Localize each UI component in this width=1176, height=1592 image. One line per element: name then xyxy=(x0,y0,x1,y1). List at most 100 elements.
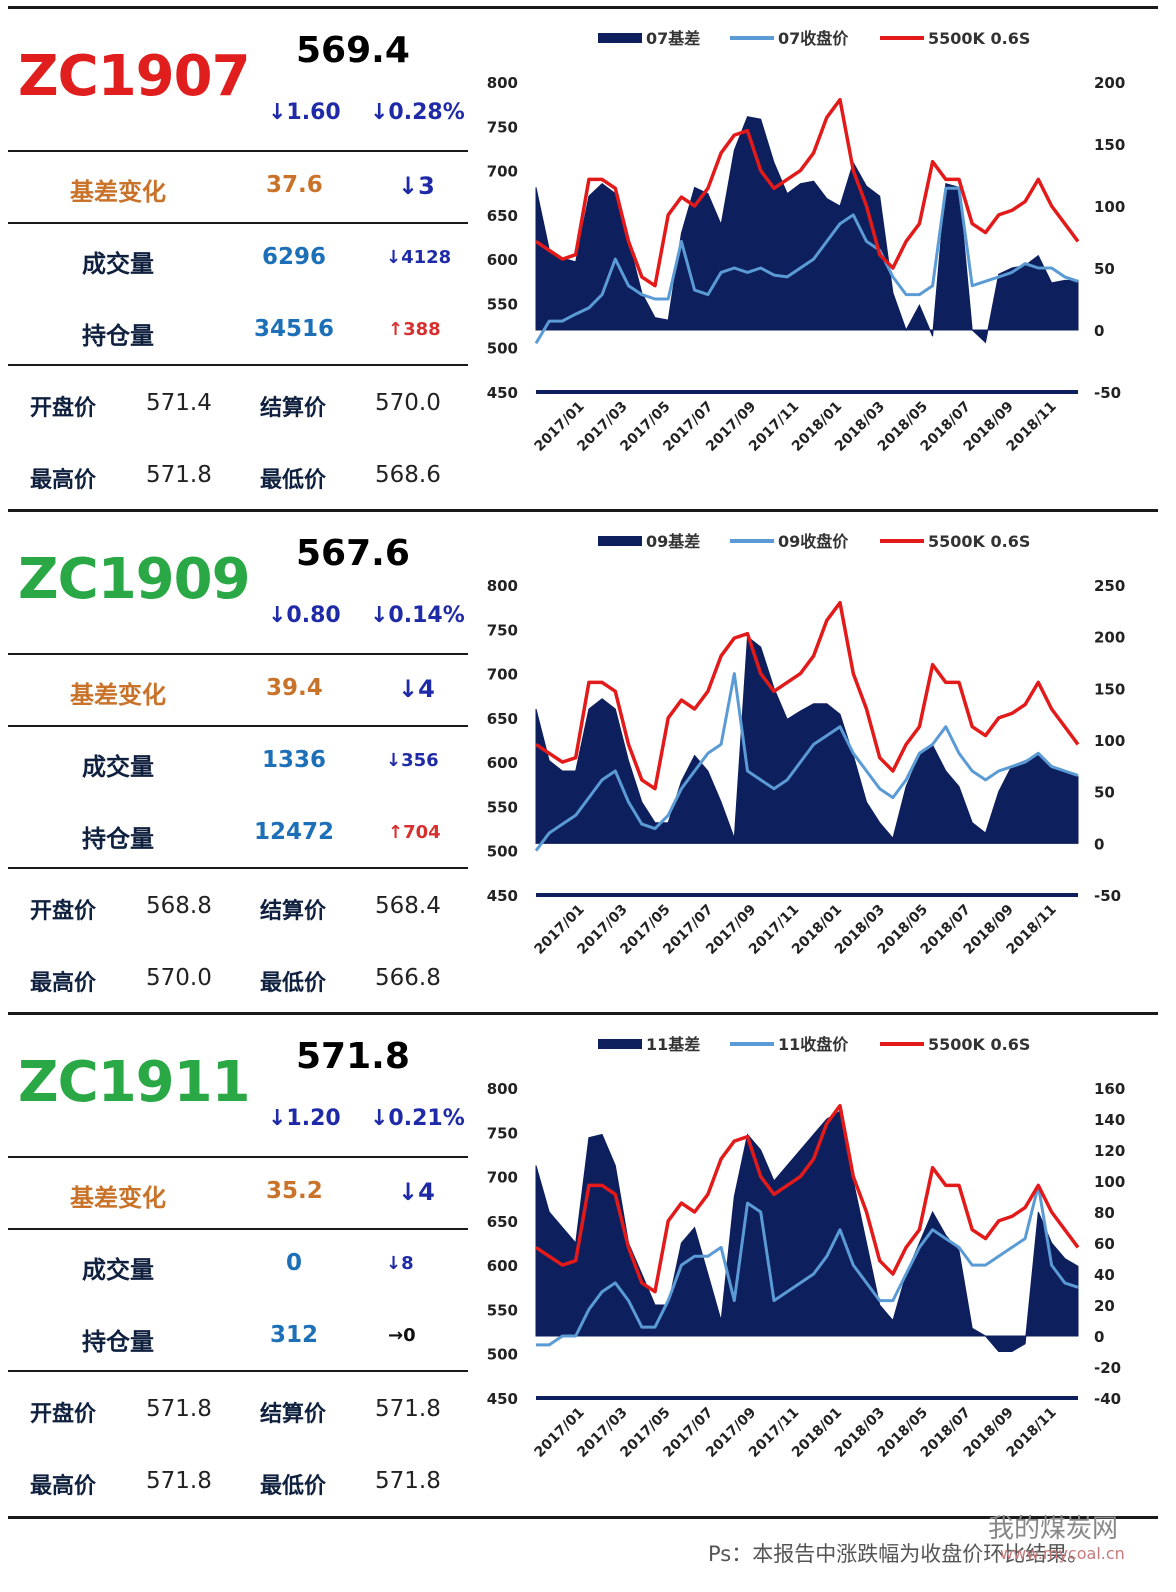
left-axis-tick: 650 xyxy=(487,710,518,728)
footer-note: Ps：本报告中涨跌幅为收盘价环比结果。 xyxy=(708,1542,1089,1566)
basis-area-series xyxy=(535,1110,1079,1352)
right-axis-tick: 100 xyxy=(1094,732,1125,750)
left-axis-tick: 800 xyxy=(487,74,518,92)
open-interest-change: →0 xyxy=(388,1325,416,1346)
left-axis-tick: 450 xyxy=(487,887,518,905)
settle-value: 570.0 xyxy=(375,390,441,416)
left-axis-tick: 650 xyxy=(487,207,518,225)
close-price-line xyxy=(536,1183,1079,1347)
table-divider xyxy=(8,1370,468,1372)
table-divider xyxy=(8,867,468,869)
right-axis-tick: 200 xyxy=(1094,74,1125,92)
left-axis-tick: 700 xyxy=(487,163,518,181)
open-interest-label: 持仓量 xyxy=(82,1328,154,1356)
basis-change: ↓4 xyxy=(398,675,435,703)
open-label: 开盘价 xyxy=(30,899,97,924)
basis-label: 基差变化 xyxy=(70,681,166,709)
change-pct: ↓0.14% xyxy=(370,603,465,628)
contract-code: ZC1909 xyxy=(18,547,251,612)
panel-top-border xyxy=(8,1012,1158,1015)
spot-price-line xyxy=(535,97,1080,288)
right-axis-tick: 200 xyxy=(1094,629,1125,647)
table-divider xyxy=(8,364,468,366)
low-value: 566.8 xyxy=(375,965,441,991)
change-pct: ↓0.21% xyxy=(370,1106,465,1131)
volume-change: ↓4128 xyxy=(386,247,452,268)
basis-label: 基差变化 xyxy=(70,178,166,206)
right-axis-tick: 140 xyxy=(1094,1111,1125,1129)
open-interest-change: ↑704 xyxy=(388,822,441,843)
last-price: 567.6 xyxy=(296,533,410,574)
watermark-url: www.mycoal.cn xyxy=(1000,1544,1125,1563)
low-label: 最低价 xyxy=(260,971,327,996)
panel-top-border xyxy=(8,6,1158,9)
right-axis-tick: -20 xyxy=(1094,1359,1121,1377)
left-axis-tick: 750 xyxy=(487,118,518,136)
right-axis-tick: -40 xyxy=(1094,1390,1121,1408)
basis-area-series xyxy=(535,116,1079,344)
left-axis-tick: 500 xyxy=(487,1346,518,1364)
left-axis-tick: 450 xyxy=(487,384,518,402)
right-axis-tick: 0 xyxy=(1094,322,1104,340)
volume-label: 成交量 xyxy=(82,1256,154,1284)
last-price: 569.4 xyxy=(296,30,410,71)
open-interest-value: 12472 xyxy=(253,819,335,845)
page-bottom-border xyxy=(8,1516,1158,1519)
basis-change: ↓4 xyxy=(398,1178,435,1206)
volume-change: ↓8 xyxy=(386,1253,414,1274)
right-axis-tick: 120 xyxy=(1094,1142,1125,1160)
legend-label: 11收盘价 xyxy=(778,1035,849,1054)
right-axis-tick: 150 xyxy=(1094,136,1125,154)
right-axis-tick: 250 xyxy=(1094,577,1125,595)
left-axis-tick: 600 xyxy=(487,251,518,269)
low-value: 568.6 xyxy=(375,462,441,488)
settle-value: 571.8 xyxy=(375,1396,441,1422)
right-axis-tick: 100 xyxy=(1094,198,1125,216)
left-axis-tick: 800 xyxy=(487,1080,518,1098)
chart: 09基差 09收盘价 5500K 0.6S800750700650600550500… xyxy=(487,532,1126,958)
legend-label: 11基差 xyxy=(646,1035,700,1054)
table-divider xyxy=(8,1228,468,1230)
spot-price-line xyxy=(535,600,1080,791)
left-axis-tick: 500 xyxy=(487,340,518,358)
left-axis-tick: 550 xyxy=(487,1301,518,1319)
left-axis-tick: 450 xyxy=(487,1390,518,1408)
low-label: 最低价 xyxy=(260,468,327,493)
right-axis-tick: -50 xyxy=(1094,887,1121,905)
volume-label: 成交量 xyxy=(82,250,154,278)
basis-value: 39.4 xyxy=(266,675,323,701)
table-divider xyxy=(8,222,468,224)
legend-label: 5500K 0.6S xyxy=(928,29,1030,48)
right-axis-tick: 0 xyxy=(1094,1328,1104,1346)
left-axis-tick: 700 xyxy=(487,1169,518,1187)
right-axis-tick: 0 xyxy=(1094,835,1104,853)
right-axis-tick: 50 xyxy=(1094,260,1115,278)
legend-label: 09收盘价 xyxy=(778,532,849,551)
open-interest-value: 312 xyxy=(269,1322,318,1348)
change-abs: ↓0.80 xyxy=(268,603,341,628)
watermark-logo: 我的煤炭网 xyxy=(988,1514,1119,1544)
left-axis-tick: 550 xyxy=(487,798,518,816)
contract-code: ZC1907 xyxy=(18,44,251,109)
close-price-line xyxy=(534,186,1079,345)
chart: 11基差 11收盘价 5500K 0.6S800750700650600550500… xyxy=(487,1035,1126,1461)
contract-panel: ZC1907 569.4 ↓1.60 ↓0.28% 基差变化 37.6 ↓3 成交量 6296 ↓… xyxy=(0,0,1176,510)
table-divider xyxy=(8,653,468,655)
left-axis-tick: 500 xyxy=(487,843,518,861)
left-axis-tick: 750 xyxy=(487,1124,518,1142)
chart: 07基差 07收盘价 5500K 0.6S800750700650600550500… xyxy=(487,29,1126,455)
open-interest-value: 34516 xyxy=(253,316,335,342)
basis-area-series xyxy=(535,635,1079,844)
right-axis-tick: 160 xyxy=(1094,1080,1125,1098)
open-value: 568.8 xyxy=(146,893,212,919)
basis-label: 基差变化 xyxy=(70,1184,166,1212)
last-price: 571.8 xyxy=(296,1036,410,1077)
right-axis-tick: 60 xyxy=(1094,1235,1115,1253)
basis-value: 37.6 xyxy=(266,172,323,198)
open-interest-label: 持仓量 xyxy=(82,322,154,350)
high-value: 570.0 xyxy=(146,965,212,991)
open-value: 571.4 xyxy=(146,390,212,416)
open-interest-change: ↑388 xyxy=(388,319,441,340)
open-interest-label: 持仓量 xyxy=(82,825,154,853)
open-label: 开盘价 xyxy=(30,396,97,421)
